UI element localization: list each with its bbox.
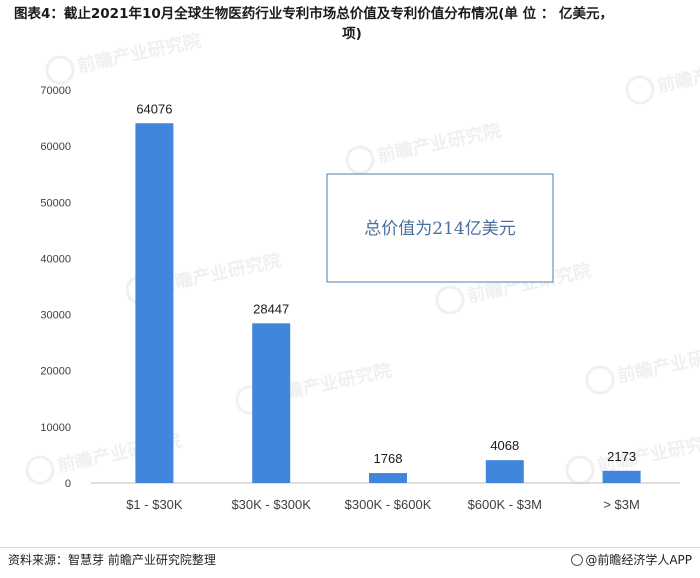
x-tick-label: $1 - $30K — [126, 497, 183, 512]
data-label: 1768 — [374, 451, 403, 466]
chart-title: 图表4：截止2021年10月全球生物医药行业专利市场总价值及专利价值分布情况(单… — [14, 4, 690, 44]
brand-credit: @前瞻经济学人APP — [571, 551, 692, 568]
data-label: 4068 — [490, 438, 519, 453]
footer-divider — [0, 547, 700, 548]
watermark-text: 前瞻产业研究院 — [75, 29, 203, 77]
annotation-box: 总价值为214亿美元 — [326, 173, 554, 283]
watermark-text: 前瞻产业研究院 — [155, 249, 283, 297]
bar — [369, 473, 407, 483]
y-axis: 0 10000 20000 30000 40000 50000 60000 70000 — [40, 85, 71, 490]
watermark-2: 前瞻产业研究院 — [345, 119, 503, 175]
bar-series: 64076 28447 1768 4068 2173 — [135, 101, 641, 483]
bar — [135, 123, 174, 483]
bar — [252, 323, 291, 483]
y-tick-label: 70000 — [40, 85, 71, 97]
annotation-rect — [326, 173, 554, 283]
watermark-logo-icon — [565, 455, 595, 485]
bar — [485, 460, 524, 483]
x-tick-label: $300K - $600K — [345, 497, 432, 512]
brand-credit-text: @前瞻经济学人APP — [585, 553, 692, 567]
watermark-logo-icon — [45, 55, 75, 85]
data-label: 28447 — [253, 301, 289, 316]
watermark-text: 前瞻产业研究院 — [655, 49, 700, 97]
y-tick-label: 40000 — [40, 253, 71, 265]
annotation-text: 总价值为214亿美元 — [364, 219, 515, 239]
watermark-logo-icon — [625, 75, 655, 105]
watermark-5: 前瞻产业研究院 — [585, 339, 700, 395]
y-tick-label: 60000 — [40, 141, 71, 153]
watermark-text: 前瞻产业研究院 — [615, 339, 700, 387]
x-axis-tick-labels: $1 - $30K $30K - $300K $300K - $600K $600K … — [126, 497, 640, 512]
watermark-text: 前瞻产业研究院 — [375, 119, 503, 167]
y-tick-label: 20000 — [40, 366, 71, 378]
data-label: 2173 — [607, 449, 636, 464]
y-tick-label: 0 — [65, 478, 71, 490]
source-note: 资料来源：智慧芽 前瞻产业研究院整理 — [8, 553, 216, 567]
bar — [602, 470, 641, 483]
x-tick-label: $600K - $3M — [468, 497, 542, 512]
brand-logo-icon — [571, 554, 584, 566]
y-tick-label: 30000 — [40, 310, 71, 322]
chart-title-line1: 图表4：截止2021年10月全球生物医药行业专利市场总价值及专利价值分布情况(单… — [14, 6, 614, 22]
watermark-logo-icon — [585, 365, 615, 395]
watermark-logo-icon — [435, 285, 465, 315]
y-tick-label: 10000 — [40, 422, 71, 434]
watermark-logo-icon — [25, 455, 55, 485]
y-tick-label: 50000 — [40, 197, 71, 209]
x-tick-label: > $3M — [603, 497, 640, 512]
data-label: 64076 — [136, 101, 172, 116]
watermark-1: 前瞻产业研究院 — [625, 49, 700, 105]
watermark-logo-icon — [345, 145, 375, 175]
watermark-0: 前瞻产业研究院 — [45, 29, 203, 85]
chart-title-line2: 项) — [342, 26, 362, 42]
x-tick-label: $30K - $300K — [231, 497, 311, 512]
